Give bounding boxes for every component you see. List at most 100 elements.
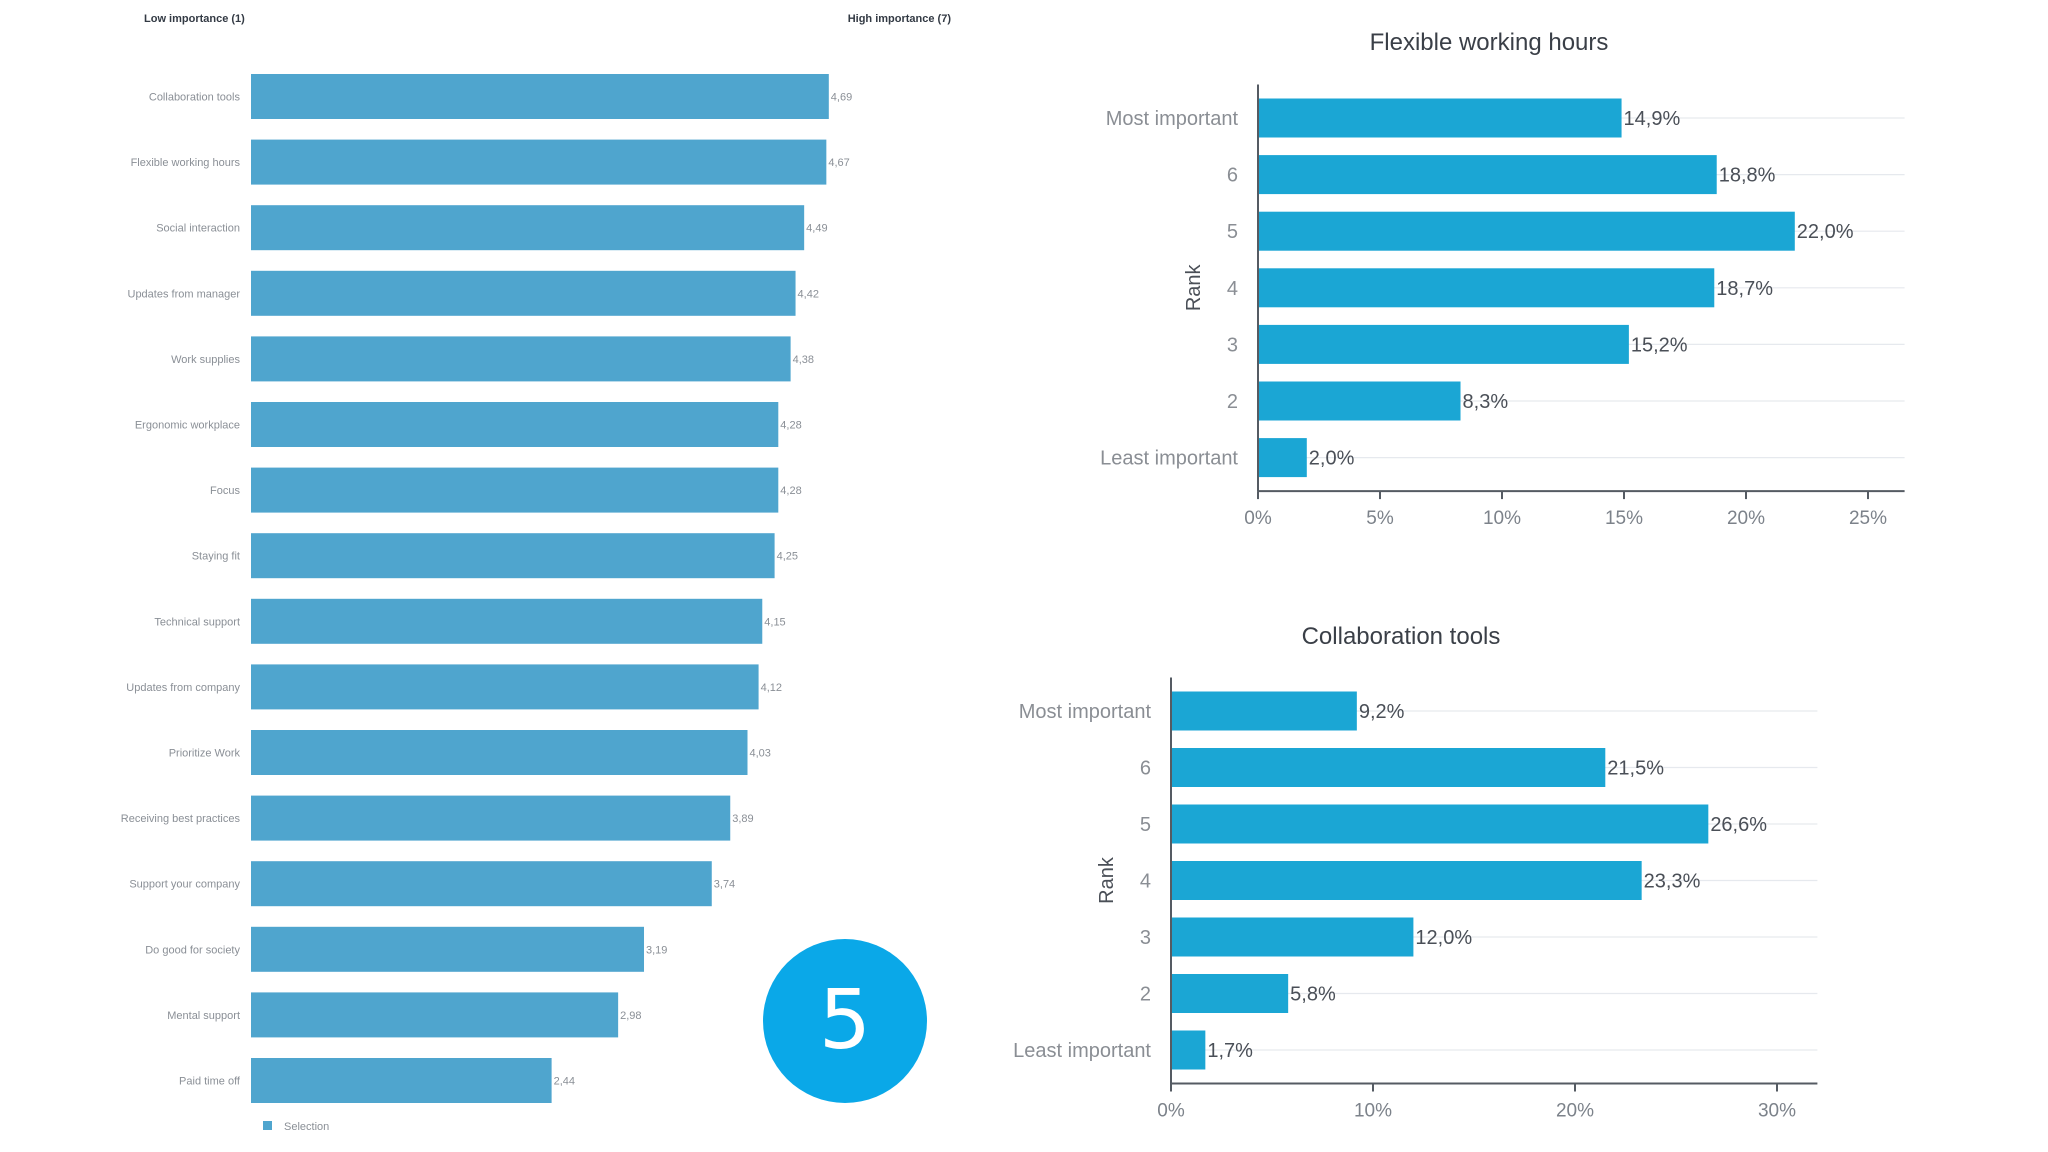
value-label: 3,74 xyxy=(714,879,735,891)
category-label: Collaboration tools xyxy=(149,92,241,104)
rank-label: 3 xyxy=(1140,927,1151,949)
data-label: 18,7% xyxy=(1716,278,1773,300)
x-tick-label: 0% xyxy=(1244,508,1272,529)
bar xyxy=(1258,98,1622,138)
data-label: 5,8% xyxy=(1290,984,1336,1006)
category-label: Technical support xyxy=(154,616,240,628)
bar xyxy=(1258,155,1717,195)
bar xyxy=(251,992,619,1038)
bar xyxy=(251,795,731,841)
category-label: Updates from company xyxy=(126,682,240,694)
category-label: Prioritize Work xyxy=(169,748,241,760)
step-number-badge: 5 xyxy=(763,939,927,1103)
value-label: 4,69 xyxy=(831,92,852,104)
x-tick-label: 10% xyxy=(1354,1101,1392,1122)
y-axis-label: Rank xyxy=(1096,856,1118,904)
x-tick-label: 15% xyxy=(1605,508,1643,529)
bar xyxy=(251,533,775,579)
data-label: 18,8% xyxy=(1719,165,1776,187)
value-label: 3,19 xyxy=(646,944,667,956)
rank-label: 4 xyxy=(1140,871,1151,893)
data-label: 9,2% xyxy=(1359,701,1405,723)
bar xyxy=(251,139,827,185)
data-label: 23,3% xyxy=(1644,871,1701,893)
bar xyxy=(1171,861,1642,900)
data-label: 14,9% xyxy=(1624,108,1681,130)
bar xyxy=(1258,268,1715,308)
bar xyxy=(251,205,805,251)
x-tick-label: 30% xyxy=(1758,1101,1796,1122)
value-label: 4,67 xyxy=(828,157,849,169)
rank-label: Least important xyxy=(1013,1040,1151,1062)
chart-title: Collaboration tools xyxy=(1302,623,1501,650)
category-label: Focus xyxy=(210,485,240,497)
bar xyxy=(1258,381,1461,421)
rank-label: Most important xyxy=(1019,701,1152,723)
bar xyxy=(251,336,791,382)
rank-label: 3 xyxy=(1227,334,1238,356)
category-label: Updates from manager xyxy=(128,288,241,300)
value-label: 4,28 xyxy=(780,420,801,432)
data-label: 26,6% xyxy=(1710,814,1767,836)
bar xyxy=(1258,438,1307,478)
y-axis-label: Rank xyxy=(1183,263,1205,311)
value-label: 2,44 xyxy=(554,1076,575,1088)
bar xyxy=(1171,974,1289,1013)
bar xyxy=(251,402,779,447)
bar xyxy=(1171,1030,1206,1070)
x-tick-label: 20% xyxy=(1556,1101,1594,1122)
x-tick-label: 0% xyxy=(1157,1101,1185,1122)
legend-swatch xyxy=(263,1121,272,1130)
rank-label: 6 xyxy=(1140,758,1151,780)
bar xyxy=(251,730,748,775)
chart-title: Flexible working hours xyxy=(1370,29,1609,56)
data-label: 22,0% xyxy=(1797,221,1854,243)
category-label: Mental support xyxy=(167,1010,240,1022)
rank-label: Least important xyxy=(1100,448,1238,470)
rank-label: Most important xyxy=(1106,108,1239,130)
bar xyxy=(251,74,829,119)
bar xyxy=(1258,211,1795,251)
x-tick-label: 10% xyxy=(1483,508,1521,529)
rank-label: 5 xyxy=(1227,221,1238,243)
bar xyxy=(251,1058,552,1103)
bar xyxy=(251,270,796,316)
category-label: Work supplies xyxy=(171,354,240,366)
category-label: Do good for society xyxy=(145,944,240,956)
bar xyxy=(251,467,779,513)
category-label: Receiving best practices xyxy=(121,813,241,825)
bar xyxy=(251,664,759,710)
x-tick-label: 5% xyxy=(1366,508,1394,529)
category-label: Paid time off xyxy=(179,1076,241,1088)
data-label: 21,5% xyxy=(1607,758,1664,780)
bar xyxy=(1171,748,1606,787)
category-label: Social interaction xyxy=(156,223,240,235)
bar xyxy=(1171,917,1414,957)
x-tick-label: 25% xyxy=(1849,508,1887,529)
data-label: 2,0% xyxy=(1309,448,1355,470)
data-label: 8,3% xyxy=(1463,391,1509,413)
category-label: Staying fit xyxy=(192,551,240,563)
category-label: Support your company xyxy=(129,879,240,891)
legend-label: Selection xyxy=(284,1121,329,1133)
rank-label: 6 xyxy=(1227,165,1238,187)
value-label: 4,28 xyxy=(780,485,801,497)
value-label: 4,49 xyxy=(806,223,827,235)
value-label: 4,03 xyxy=(749,748,770,760)
rank-label: 5 xyxy=(1140,814,1151,836)
bar xyxy=(1258,324,1629,364)
rank-label: 2 xyxy=(1140,984,1151,1006)
importance-bar-chart: Low importance (1) High importance (7) Col… xyxy=(121,13,952,1133)
bar xyxy=(251,598,763,644)
value-label: 3,89 xyxy=(732,813,753,825)
x-tick-label: 20% xyxy=(1727,508,1765,529)
data-label: 12,0% xyxy=(1415,927,1472,949)
bar xyxy=(251,861,712,907)
header-high-importance: High importance (7) xyxy=(848,13,952,25)
rank-label: 4 xyxy=(1227,278,1238,300)
value-label: 4,38 xyxy=(793,354,814,366)
rank-label: 2 xyxy=(1227,391,1238,413)
category-label: Ergonomic workplace xyxy=(135,420,240,432)
